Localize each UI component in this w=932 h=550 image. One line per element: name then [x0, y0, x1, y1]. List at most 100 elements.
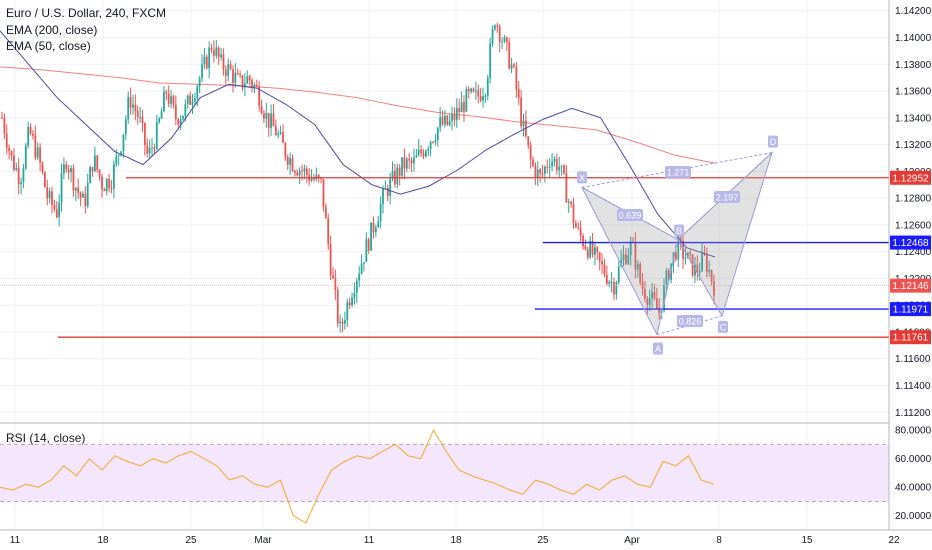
- point-label: B: [674, 224, 684, 237]
- candle-body: [163, 91, 165, 112]
- candle-body: [434, 140, 437, 142]
- candle-body: [608, 281, 611, 284]
- x-tick-label: 11: [10, 535, 21, 546]
- rsi-tick-label: 60.0000: [895, 454, 932, 465]
- candle-body: [346, 302, 349, 321]
- candle-body: [301, 170, 303, 172]
- candle-body: [217, 47, 220, 58]
- candle-body: [296, 172, 299, 176]
- candle-body: [374, 227, 377, 233]
- ema50-line: [0, 30, 716, 258]
- candle-body: [422, 153, 425, 157]
- candle-body: [389, 178, 392, 196]
- candle-body: [532, 159, 534, 166]
- candle-body: [213, 50, 215, 56]
- candle-body: [13, 155, 15, 170]
- candle-body: [403, 157, 406, 169]
- candle-body: [174, 104, 177, 120]
- candle-body: [658, 308, 661, 313]
- candle-body: [139, 116, 142, 118]
- candle-body: [363, 262, 365, 264]
- candle-body: [534, 165, 537, 179]
- candle-body: [258, 86, 261, 107]
- candle-body: [546, 167, 549, 169]
- point-label-text: B: [676, 226, 682, 236]
- candle-body: [24, 145, 27, 169]
- candle-body: [541, 173, 544, 175]
- point-label: D: [768, 135, 778, 148]
- candle-body: [613, 281, 615, 295]
- candle-body: [84, 193, 87, 207]
- candle-body: [515, 66, 518, 90]
- ratio-label: 1.271: [665, 166, 691, 178]
- candle-body: [351, 297, 353, 305]
- candle-body: [291, 158, 294, 172]
- candle-body: [246, 76, 249, 84]
- candle-body: [555, 158, 558, 171]
- ratio-label-bg: [677, 315, 703, 327]
- candle-body: [108, 178, 111, 189]
- rsi-tick-label: 40.0000: [895, 483, 932, 494]
- candle-body: [1, 117, 3, 119]
- price-tag-text: 1.12468: [892, 238, 929, 249]
- candle-body: [491, 29, 494, 44]
- candle-body: [386, 187, 389, 196]
- candle-body: [494, 25, 496, 30]
- point-label: A: [653, 342, 663, 355]
- point-label-bg: [674, 224, 684, 237]
- candle-body: [639, 264, 642, 283]
- price-tag-text: 1.11971: [893, 305, 929, 316]
- candle-body: [344, 320, 346, 324]
- point-label-text: A: [655, 344, 661, 354]
- candle-body: [189, 95, 192, 105]
- candle-body: [148, 147, 151, 154]
- candle-body: [10, 151, 13, 156]
- candle-body: [43, 172, 46, 187]
- ema200-path: [0, 66, 716, 164]
- candle-body: [377, 221, 380, 228]
- price-tag: 1.11971: [890, 302, 931, 317]
- candle-body: [120, 151, 122, 155]
- candle-body: [579, 227, 582, 236]
- rsi-label: RSI (14, close): [6, 431, 86, 445]
- candle-body: [498, 26, 501, 43]
- candle-body: [467, 89, 470, 92]
- candle-body: [179, 119, 182, 125]
- price-tag-bg: [890, 302, 931, 317]
- x-tick-label: 25: [537, 535, 549, 546]
- rsi-pane: [0, 422, 889, 524]
- candle-body: [70, 168, 72, 173]
- candle-body: [382, 188, 384, 205]
- x-tick-label: 15: [801, 535, 813, 546]
- price-tag: 1.11761: [890, 330, 931, 345]
- candle-body: [329, 244, 332, 276]
- candle-body: [634, 242, 637, 270]
- candle-body: [379, 204, 382, 222]
- candle-body: [134, 104, 137, 111]
- candle-body: [517, 89, 520, 98]
- candle-body: [367, 239, 370, 251]
- candle-body: [544, 167, 546, 174]
- candle-body: [34, 135, 37, 158]
- candle-body: [677, 235, 680, 260]
- candle-body: [636, 264, 639, 270]
- candle-body: [198, 78, 201, 87]
- candle-body: [655, 298, 658, 309]
- candle-body: [191, 101, 194, 105]
- x-tick-label: Mar: [254, 535, 272, 546]
- candle-body: [39, 147, 42, 163]
- candle-body: [293, 171, 296, 173]
- price-tag-text: 1.12952: [892, 173, 929, 184]
- candle-body: [113, 164, 115, 189]
- candle-body: [501, 41, 503, 43]
- point-label-text: C: [720, 322, 727, 332]
- candle-body: [646, 298, 649, 305]
- candle-body: [391, 170, 394, 179]
- candle-body: [29, 126, 32, 134]
- candle-body: [577, 227, 580, 229]
- candle-body: [27, 126, 30, 146]
- candle-body: [701, 253, 703, 272]
- candle-body: [563, 165, 565, 174]
- candle-body: [353, 292, 356, 298]
